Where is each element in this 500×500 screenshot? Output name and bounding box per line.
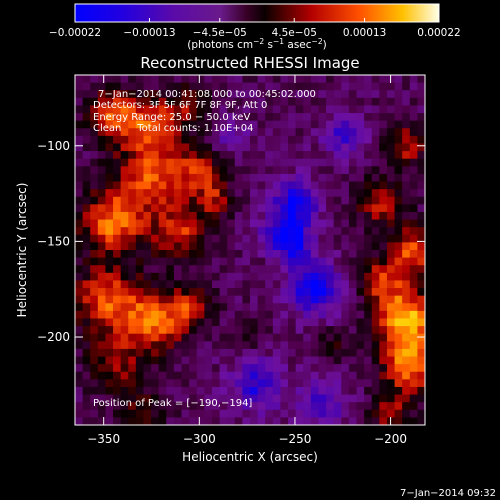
colorbar-tick-label: −0.00022	[49, 27, 101, 39]
footer-timestamp: 7−Jan−2014 09:32	[400, 488, 496, 499]
annotation-detectors: Detectors: 3F 5F 6F 7F 8F 9F, Att 0	[93, 100, 267, 111]
heatmap-image	[75, 75, 425, 425]
x-tick-label: −300	[183, 432, 216, 446]
colorbar-ticks: −0.00022 −0.00013 −4.5e−05 4.5e−05 0.00013 0.…	[49, 18, 461, 39]
x-tick-label: −350	[87, 432, 120, 446]
colorbar-tick-label: 4.5e−05	[272, 27, 317, 39]
annotation-time-range: 7−Jan−2014 00:41:08.000 to 00:45:02.000	[98, 89, 316, 100]
colorbar-tick-label: 0.00013	[343, 27, 386, 39]
annotation-peak-position: Position of Peak = [−190,−194]	[93, 398, 252, 409]
x-axis-label: Heliocentric X (arcsec)	[182, 450, 318, 464]
y-tick-label: −200	[37, 330, 70, 344]
y-tick-label: −100	[37, 139, 70, 153]
y-axis-label: Heliocentric Y (arcsec)	[15, 183, 29, 318]
x-tick-label: −250	[278, 432, 311, 446]
colorbar-unit-label: (photons cm−2 s−1 asec−2)	[187, 37, 326, 52]
axis-ticks: −350 −300 −250 −200 −100 −150 −200	[37, 75, 425, 446]
annotation-counts: Clean Total counts: 1.10E+04	[93, 123, 253, 134]
x-tick-label: −200	[374, 432, 407, 446]
plot-frame	[74, 74, 426, 426]
chart-title: Reconstructed RHESSI Image	[140, 54, 359, 72]
colorbar-tick-label: −4.5e−05	[193, 27, 247, 39]
colorbar	[74, 3, 440, 23]
colorbar-tick-label: 0.00022	[417, 27, 460, 39]
colorbar-tick-label: −0.00013	[123, 27, 175, 39]
annotation-energy-range: Energy Range: 25.0 − 50.0 keV	[93, 112, 250, 123]
y-tick-label: −150	[37, 234, 70, 248]
